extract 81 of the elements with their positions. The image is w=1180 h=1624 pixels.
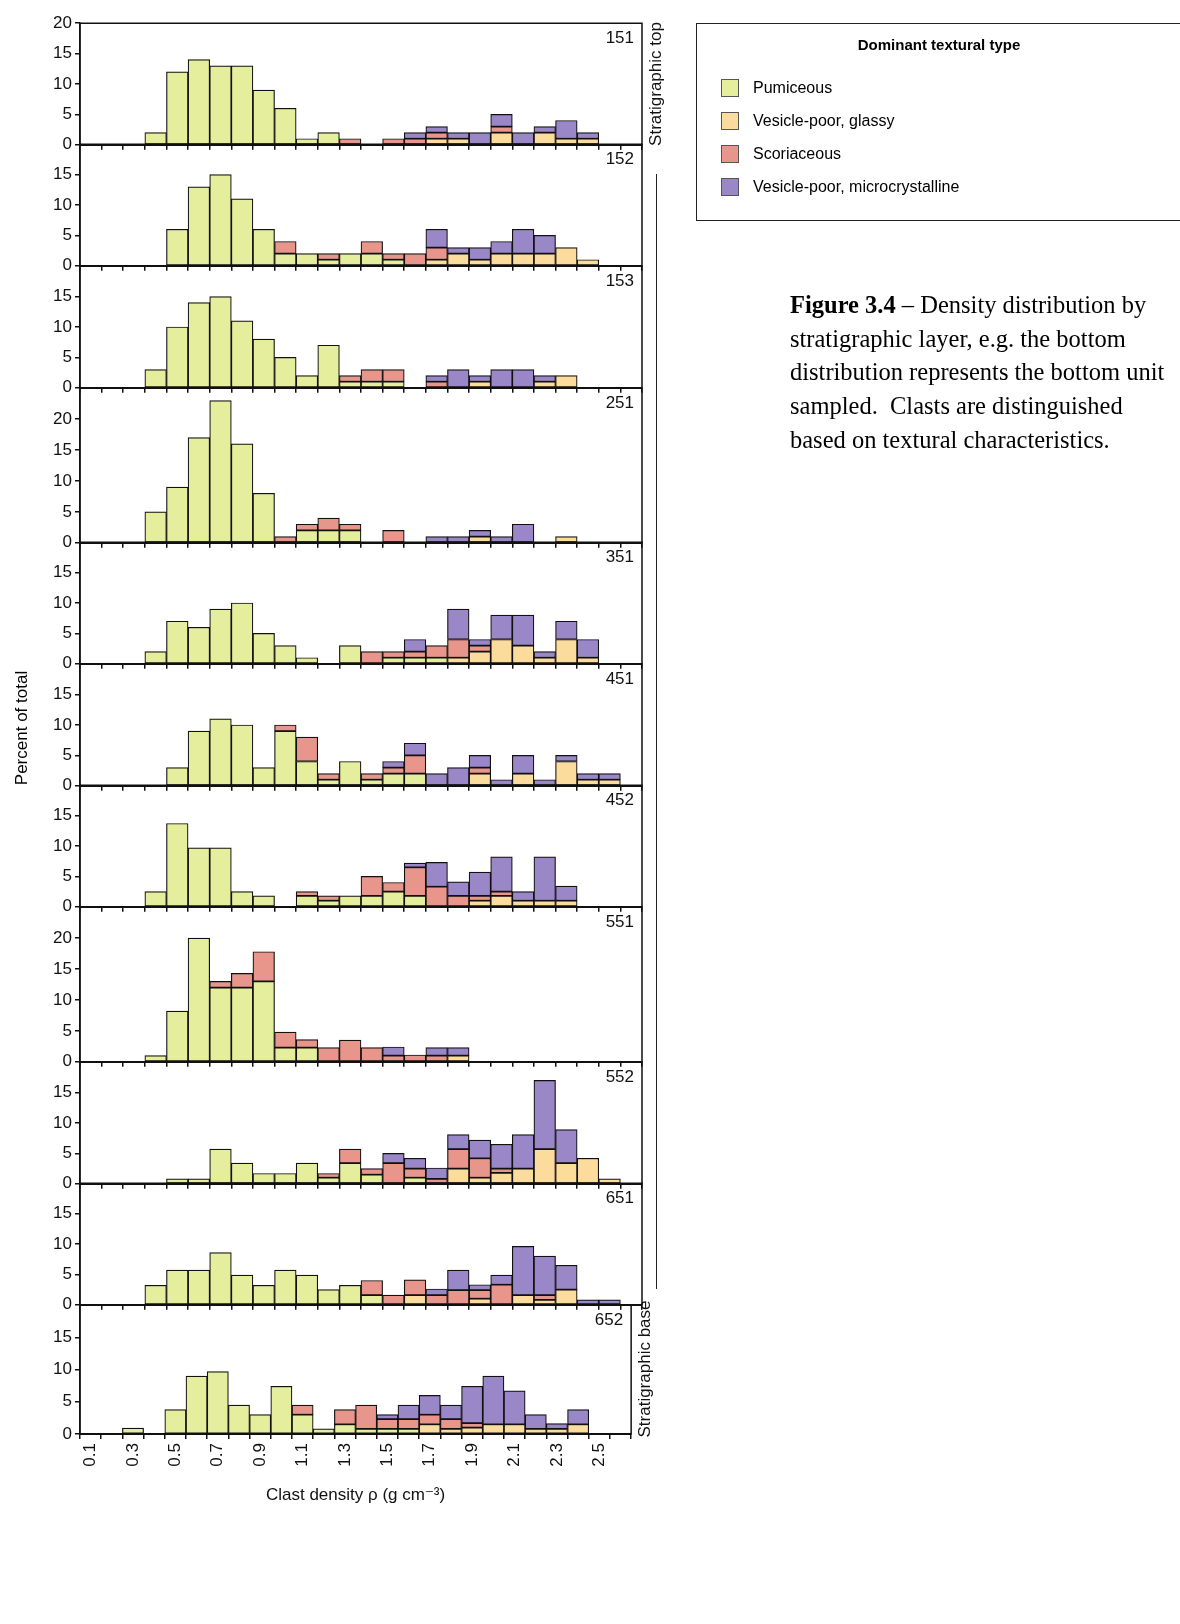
chart-title: 153 [605,271,634,291]
y-tick-label: 5 [62,501,72,521]
y-tick-label: 0 [62,1423,72,1443]
y-tick-label: 5 [62,1264,72,1284]
x-tick-label: 0.9 [249,1442,269,1467]
y-tick-label: 15 [53,1081,72,1101]
y-tick-label: 5 [62,623,72,643]
y-tick-label: 0 [62,653,72,673]
x-tick-label: 2.1 [504,1442,524,1467]
chart-title: 452 [605,790,634,810]
x-tick-label: 1.3 [334,1442,354,1467]
y-tick-label: 0 [62,1173,72,1193]
y-tick-label: 10 [53,316,72,336]
y-tick-label: 15 [53,439,72,459]
x-axis-title: Clast density ρ (g cm⁻³) [265,1485,446,1505]
y-tick-label: 10 [53,989,72,1009]
chart-title: 552 [605,1066,634,1086]
y-tick-label: 10 [53,73,72,93]
y-tick-label: 15 [53,164,72,184]
legend-label: Vesicle-poor, glassy [753,111,895,130]
x-tick-label: 1.9 [461,1442,481,1467]
y-tick-label: 0 [62,896,72,916]
y-tick-label: 5 [62,103,72,123]
chart-title: 152 [605,149,634,169]
y-tick-label: 20 [53,12,72,32]
chart-title: 652 [594,1310,624,1330]
y-tick-label: 10 [53,1359,72,1379]
text: Stratigraphic top [646,21,666,146]
x-tick-label: 1.1 [292,1442,312,1467]
legend-label: Vesicle-poor, microcrystalline [753,177,960,196]
x-tick-label: 2.3 [546,1442,566,1467]
chart-title: 151 [605,28,634,48]
y-tick-label: 5 [62,744,72,764]
y-tick-label: 5 [62,1391,72,1411]
y-tick-label: 5 [62,225,72,245]
y-tick-label: 5 [62,347,72,367]
chart-title: 451 [605,669,634,689]
x-tick-label: 0.1 [80,1442,100,1467]
y-tick-label: 15 [53,1203,72,1223]
chart-title: 351 [605,547,634,567]
y-tick-label: 10 [53,1233,72,1253]
y-tick-label: 10 [53,1112,72,1132]
y-tick-label: 10 [53,714,72,734]
y-tick-label: 10 [53,470,72,490]
y-tick-label: 15 [53,1326,72,1346]
y-tick-label: 0 [62,1051,72,1071]
legend-label: Scoriaceous [753,144,842,163]
y-tick-label: 20 [53,927,72,947]
y-tick-label: 10 [53,836,72,856]
annotation: Stratigraphic base [635,1300,656,1438]
legend-title: Dominant textural type [856,36,1022,53]
y-tick-label: 15 [53,805,72,825]
y-tick-label: 0 [62,255,72,275]
y-tick-label: 5 [62,1142,72,1162]
y-tick-label: 0 [62,134,72,154]
chart-title: 651 [605,1188,634,1208]
x-tick-label: 0.3 [122,1442,142,1467]
y-tick-label: 5 [62,866,72,886]
y-tick-label: 15 [53,43,72,63]
x-tick-label: 1.5 [377,1442,397,1467]
x-tick-label: 2.5 [589,1442,609,1467]
legend-label: Pumiceous [753,78,833,97]
chart-title: 251 [605,392,634,412]
y-tick-label: 15 [53,286,72,306]
y-tick-label: 15 [53,562,72,582]
y-tick-label: 5 [62,1020,72,1040]
caption: Figure 3.4 [790,291,896,318]
y-tick-label: 0 [62,1294,72,1314]
y-tick-label: 15 [53,958,72,978]
y-tick-label: 10 [53,195,72,215]
chart-title: 551 [605,912,634,932]
y-tick-label: 0 [62,377,72,397]
y-tick-label: 15 [53,684,72,704]
x-tick-label: 1.7 [419,1442,439,1467]
y-tick-label: 10 [53,592,72,612]
y-tick-label: 20 [53,408,72,428]
x-tick-label: 0.7 [207,1442,227,1467]
y-tick-label: 0 [62,775,72,795]
x-tick-label: 0.5 [165,1442,185,1467]
y-tick-label: 0 [62,532,72,552]
y-axis-title: Percent of total [12,671,32,786]
